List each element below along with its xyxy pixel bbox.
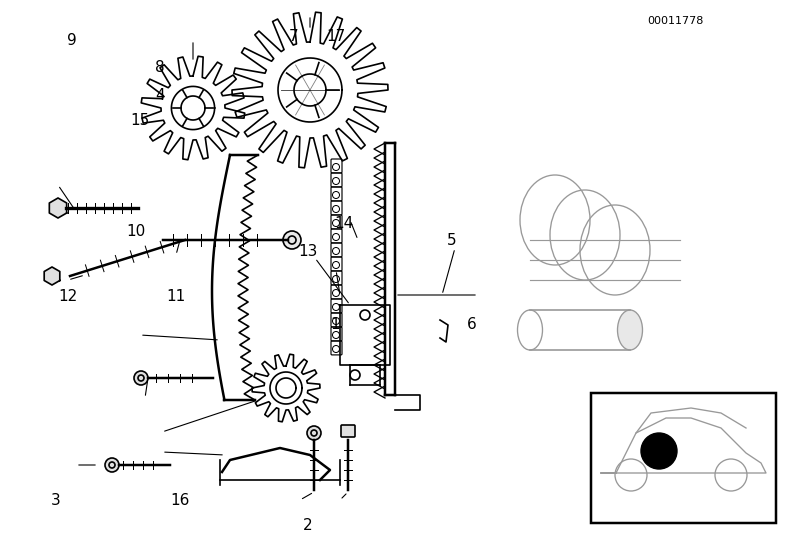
Text: 11: 11 [166, 289, 185, 304]
Circle shape [134, 371, 148, 385]
Text: 15: 15 [130, 113, 149, 127]
Text: 14: 14 [334, 216, 353, 231]
Text: 17: 17 [326, 29, 345, 44]
Text: 16: 16 [170, 493, 189, 508]
Text: 12: 12 [58, 289, 78, 304]
FancyBboxPatch shape [341, 425, 355, 437]
Circle shape [283, 231, 301, 249]
Text: 10: 10 [126, 225, 145, 239]
FancyBboxPatch shape [591, 393, 776, 523]
Text: 4: 4 [155, 88, 165, 102]
Circle shape [307, 426, 321, 440]
Text: 8: 8 [155, 60, 165, 74]
Text: 3: 3 [51, 493, 61, 508]
Text: 5: 5 [447, 233, 456, 248]
Text: 6: 6 [467, 317, 476, 331]
Text: 13: 13 [298, 244, 317, 259]
Text: 1: 1 [331, 317, 340, 331]
Polygon shape [44, 267, 60, 285]
Circle shape [641, 433, 677, 469]
Text: 00011778: 00011778 [647, 16, 703, 26]
Ellipse shape [618, 310, 642, 350]
Circle shape [105, 458, 119, 472]
Text: 7: 7 [289, 29, 299, 44]
Text: 9: 9 [67, 34, 77, 48]
Text: 2: 2 [303, 518, 312, 533]
Polygon shape [50, 198, 66, 218]
